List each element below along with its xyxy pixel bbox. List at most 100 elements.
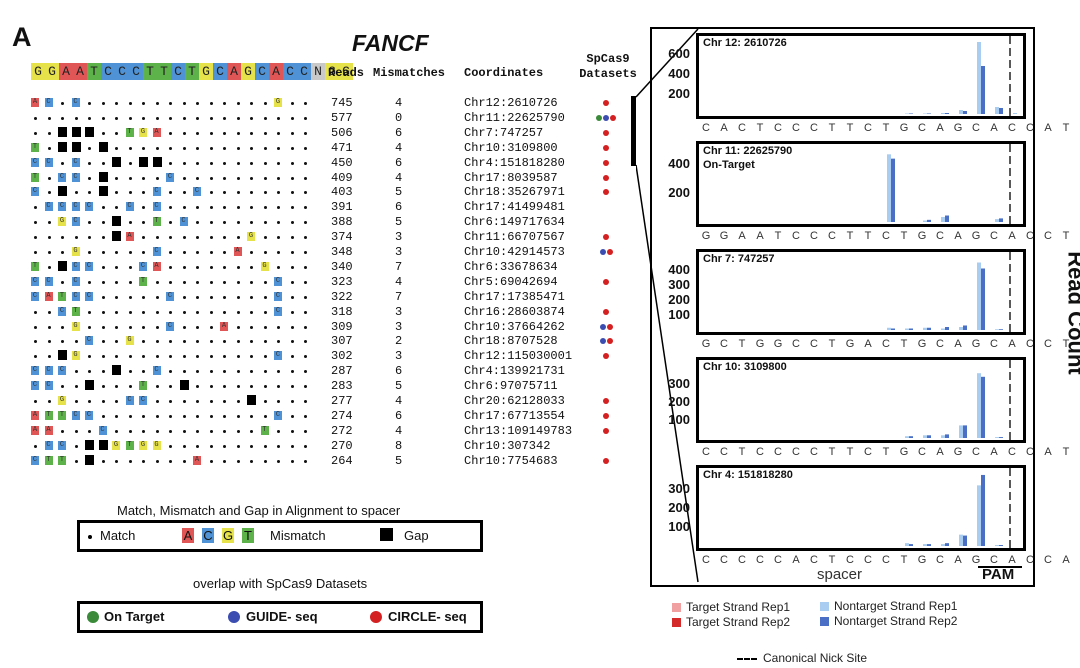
- match-dot: [236, 414, 240, 418]
- match-dot: [196, 414, 199, 418]
- match-dot: [101, 161, 105, 165]
- coordinate-cell: Chr16:28603874: [464, 304, 565, 319]
- x-tick-label: G: [755, 338, 765, 350]
- match-dot: [47, 176, 51, 180]
- x-tick-label: G: [845, 338, 855, 350]
- read-count-subplot: Chr 4: 151818280: [696, 465, 1026, 551]
- match-dot: [101, 116, 105, 120]
- match-dot: [142, 102, 145, 105]
- table-row: G C T C 388 5 Chr6:149717634: [0, 215, 640, 230]
- x-tick-label: T: [864, 230, 872, 242]
- match-dot: [101, 131, 105, 135]
- match-dot: [74, 400, 78, 403]
- x-tick-label: T: [1062, 338, 1070, 350]
- table-row: G C C 277 4 Chr20:62128033: [0, 394, 640, 409]
- match-dot: [196, 429, 199, 433]
- mismatch-a-swatch: A: [182, 528, 194, 543]
- match-dot: [101, 280, 105, 284]
- mismatch-base: C: [71, 157, 80, 167]
- match-dot: [155, 176, 159, 180]
- mismatch-base: G: [139, 440, 147, 450]
- table-row: C C G T G G 270 8 Chr10:307342: [0, 439, 640, 454]
- mismatch-base: A: [152, 261, 161, 271]
- mismatch-base: C: [152, 202, 161, 212]
- match-dot: [34, 444, 37, 448]
- x-tick-label: C: [702, 122, 710, 134]
- bar: [995, 545, 999, 546]
- match-dot: [196, 355, 199, 359]
- match-dot: [196, 161, 199, 165]
- table-row: 577 0 Chr11:22625790: [0, 111, 640, 126]
- match-dot: [169, 161, 172, 165]
- match-dot: [128, 414, 132, 418]
- mismatch-base: A: [233, 247, 242, 256]
- table-row: C C C T C 323 4 Chr5:69042694: [0, 275, 640, 290]
- bar: [887, 327, 891, 330]
- gap-box: [98, 171, 108, 182]
- mismatch-count-cell: 6: [395, 125, 403, 140]
- match-dot: [128, 176, 132, 180]
- bar: [945, 113, 949, 114]
- mismatch-base: C: [71, 172, 80, 182]
- match-dot: [182, 295, 186, 299]
- reads-cell: 309: [331, 319, 353, 334]
- coordinate-cell: Chr17:8039587: [464, 170, 558, 185]
- match-dot: [169, 400, 172, 403]
- table-row: T 471 4 Chr10:3109800: [0, 141, 640, 156]
- match-dot: [250, 459, 253, 463]
- x-tick-label: G: [701, 230, 711, 242]
- match-dot: [290, 236, 294, 240]
- mismatch-base: T: [31, 261, 39, 271]
- table-row: A G 374 3 Chr11:66707567: [0, 230, 640, 245]
- mismatch-g-swatch: G: [222, 528, 234, 543]
- mismatch-count-cell: 4: [395, 274, 403, 289]
- x-tick-label: C: [720, 446, 728, 458]
- subplot-title: Chr 11: 22625790: [703, 145, 793, 157]
- match-dot: [182, 355, 186, 359]
- match-dot: [290, 370, 294, 374]
- match-dot: [223, 310, 226, 314]
- match-dot: [223, 102, 226, 105]
- mismatch-base: G: [152, 440, 161, 450]
- match-dot: [128, 265, 132, 269]
- match-dot: [128, 161, 132, 165]
- gap-box: [71, 141, 81, 152]
- x-tick-label: G: [917, 338, 927, 350]
- bar: [981, 376, 985, 438]
- match-dot: [290, 280, 294, 284]
- read-count-panel: [650, 27, 1035, 587]
- match-dot: [277, 325, 280, 329]
- dataset-dot: [606, 338, 613, 345]
- match-dot: [182, 236, 186, 240]
- x-tick-label: T: [774, 230, 782, 242]
- coordinate-cell: Chr6:97075711: [464, 379, 558, 394]
- bar: [923, 327, 927, 330]
- match-dot: [142, 325, 145, 329]
- guide-base: C: [255, 63, 269, 80]
- match-dot: [304, 206, 307, 210]
- x-tick-label: G: [1075, 338, 1080, 350]
- overlap-legend-title: overlap with SpCas9 Datasets: [193, 576, 368, 591]
- match-dot: [304, 355, 307, 359]
- mismatch-label: Mismatch: [270, 528, 326, 543]
- match-dot: [88, 355, 91, 359]
- gap-label: Gap: [404, 528, 429, 543]
- x-tick-label: T: [882, 446, 890, 458]
- guide-base: C: [171, 63, 185, 80]
- mismatch-base: T: [152, 217, 161, 227]
- match-dot: [155, 340, 159, 344]
- match-dot: [236, 444, 240, 448]
- match-dot: [250, 206, 253, 210]
- x-tick-label: C: [846, 554, 854, 566]
- dataset-dot: [603, 398, 609, 404]
- x-tick-label: G: [917, 230, 927, 242]
- dataset-dot: [606, 323, 613, 330]
- match-dot: [304, 221, 307, 225]
- x-tick-sequence: GGAATCCCTTCTGCAGCACCTGG: [697, 230, 1080, 242]
- y-tick-label: 100: [668, 307, 690, 322]
- x-tick-label: A: [1008, 230, 1016, 242]
- match-dot: [250, 295, 253, 299]
- match-dot: [277, 116, 280, 120]
- match-dot: [101, 385, 105, 389]
- bar: [981, 268, 985, 330]
